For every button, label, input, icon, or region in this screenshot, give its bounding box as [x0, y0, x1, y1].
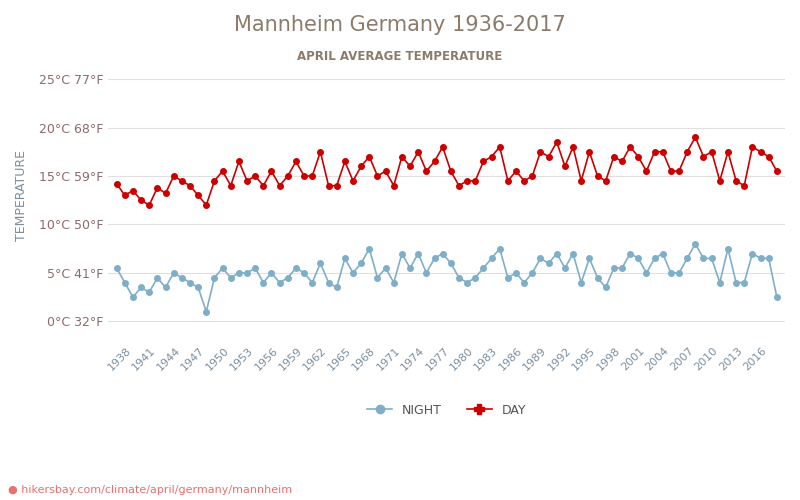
Legend: NIGHT, DAY: NIGHT, DAY: [362, 398, 531, 421]
Y-axis label: TEMPERATURE: TEMPERATURE: [15, 150, 28, 241]
Text: APRIL AVERAGE TEMPERATURE: APRIL AVERAGE TEMPERATURE: [298, 50, 502, 63]
Text: Mannheim Germany 1936-2017: Mannheim Germany 1936-2017: [234, 15, 566, 35]
Text: ● hikersbay.com/climate/april/germany/mannheim: ● hikersbay.com/climate/april/germany/ma…: [8, 485, 292, 495]
